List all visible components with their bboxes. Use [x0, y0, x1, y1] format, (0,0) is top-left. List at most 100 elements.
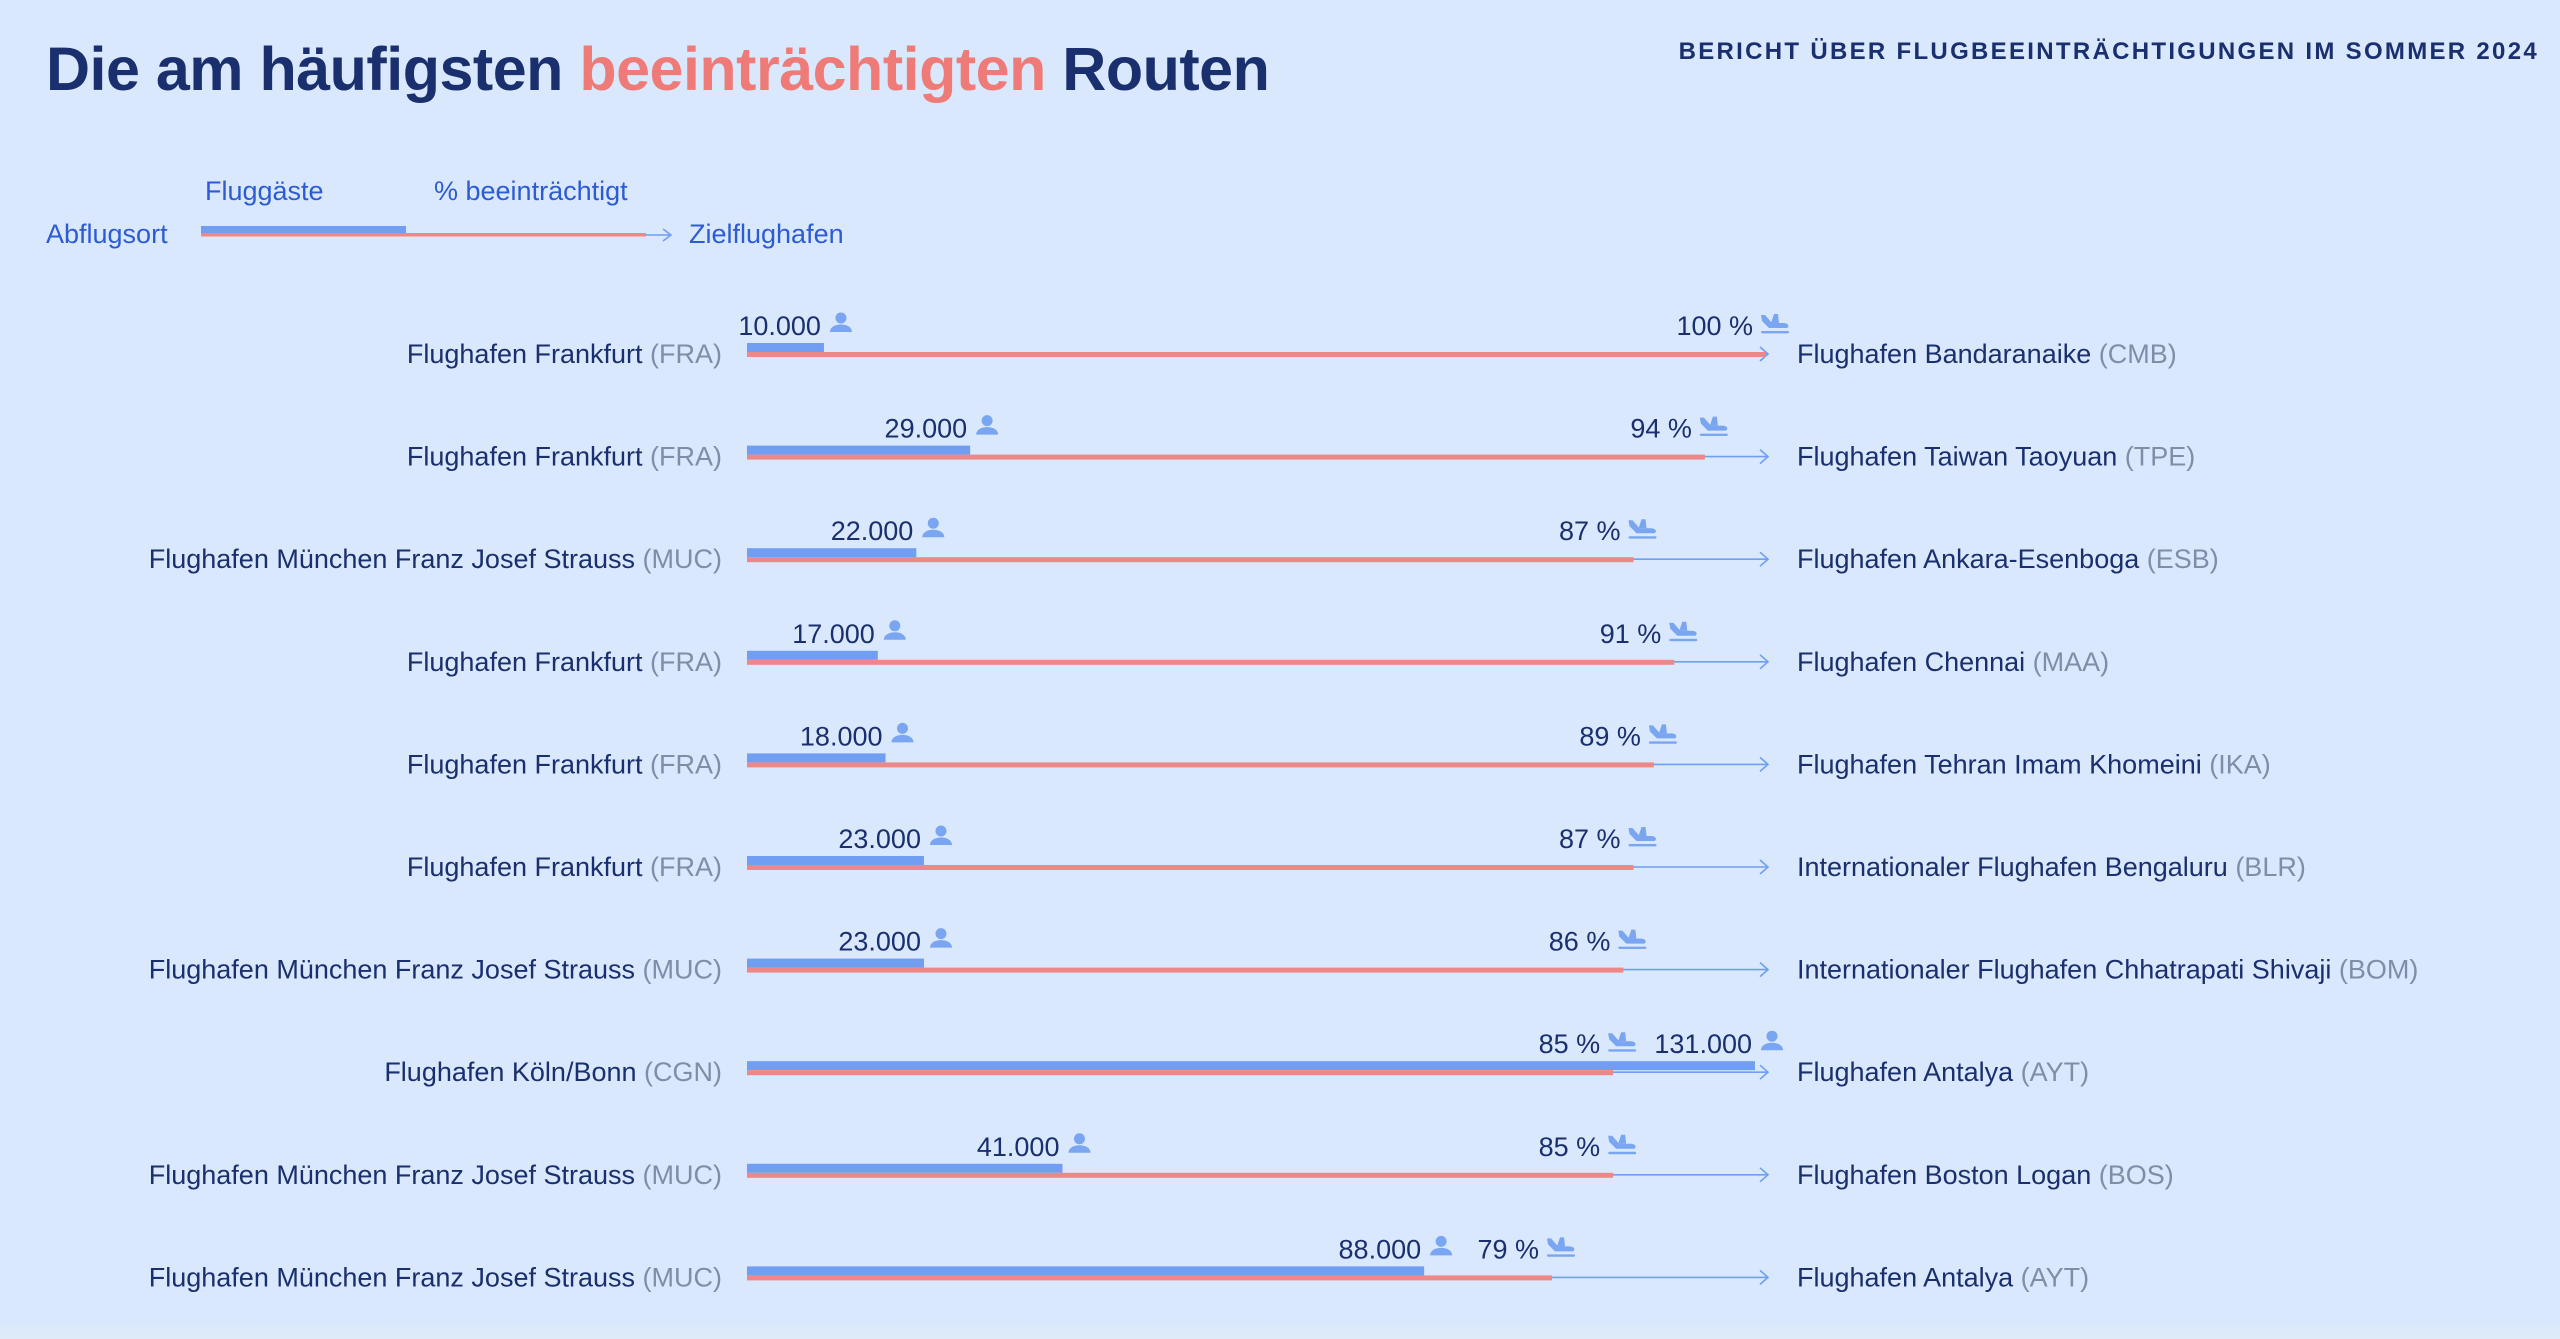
destination-name: Flughafen Antalya	[1797, 1057, 2021, 1087]
arrow-right-icon	[1759, 551, 1770, 567]
disrupted-bar	[747, 1275, 1553, 1281]
passengers-bar	[747, 958, 924, 968]
passengers-value-label: 88.000	[1339, 1234, 1422, 1264]
passengers-value-label: 23.000	[838, 927, 921, 957]
person-icon	[929, 825, 952, 845]
destination-name: Internationaler Flughafen Chhatrapati Sh…	[1797, 955, 2339, 985]
passengers-bar	[747, 343, 824, 352]
destination-label: Flughafen Boston Logan (BOS)	[1797, 1160, 2174, 1190]
passengers-value-label: 17.000	[792, 619, 875, 649]
person-icon	[891, 722, 914, 743]
person-icon	[1430, 1235, 1453, 1256]
destination-label: Flughafen Tehran Imam Khomeini (IKA)	[1797, 749, 2271, 779]
page-title: Die am häufigsten beeinträchtigten Route…	[46, 34, 1270, 104]
passengers-bar	[747, 1266, 1425, 1276]
origin-label: Flughafen München Franz Josef Strauss (M…	[149, 955, 722, 985]
passengers-bar	[747, 856, 924, 865]
origin-label: Flughafen München Franz Josef Strauss (M…	[149, 544, 722, 574]
disrupted-bar	[747, 1070, 1614, 1076]
passengers-value-label: 18.000	[800, 721, 883, 751]
report-label: BERICHT ÜBER FLUGBEEINTRÄCHTIGUNGEN IM S…	[1678, 38, 2539, 65]
disrupted-bar	[747, 865, 1634, 870]
person-icon	[883, 620, 906, 640]
title-part-1: Die am häufigsten	[46, 35, 580, 103]
route-row: Flughafen München Franz Josef Strauss (M…	[149, 516, 2219, 574]
origin-label: Flughafen Frankfurt (FRA)	[407, 339, 722, 369]
route-row: Flughafen Frankfurt (FRA) Flughafen Chenn…	[407, 619, 2109, 677]
disrupted-bar	[747, 454, 1705, 460]
title-part-2: Routen	[1045, 35, 1270, 103]
destination-name: Flughafen Boston Logan	[1797, 1160, 2099, 1190]
legend-origin-label: Abflugsort	[46, 219, 168, 249]
destination-name: Flughafen Ankara-Esenboga	[1797, 544, 2147, 574]
origin-name: Flughafen München Franz Josef Strauss	[149, 1160, 643, 1190]
airplane-landing-icon	[1628, 519, 1657, 539]
route-row: Flughafen Frankfurt (FRA) Internationaler…	[407, 824, 2306, 882]
airplane-landing-icon	[1608, 1134, 1637, 1155]
arrow-right-icon	[1759, 961, 1770, 978]
person-icon	[1761, 1030, 1783, 1051]
route-row: Flughafen Frankfurt (FRA) Flughafen Taiwa…	[407, 414, 2195, 472]
disrupted-bar	[747, 352, 1766, 357]
destination-label: Flughafen Antalya (AYT)	[1797, 1057, 2089, 1087]
origin-name: Flughafen Köln/Bonn	[384, 1057, 644, 1087]
person-icon	[976, 415, 999, 435]
legend-passengers-bar	[201, 226, 406, 233]
origin-name: Flughafen Frankfurt	[407, 749, 650, 779]
destination-code: (BLR)	[2235, 852, 2306, 882]
passengers-bar	[747, 445, 971, 455]
percent-value-label: 85 %	[1539, 1132, 1601, 1162]
percent-value-label: 100 %	[1676, 311, 1753, 341]
disrupted-bar	[747, 557, 1634, 563]
legend-passengers-label: Fluggäste	[205, 176, 324, 206]
arrow-right-icon	[1759, 448, 1770, 465]
arrow-right-icon	[1759, 1167, 1770, 1183]
airplane-landing-icon	[1648, 724, 1677, 744]
destination-name: Flughafen Antalya	[1797, 1262, 2021, 1292]
origin-code: (FRA)	[650, 749, 722, 779]
destination-name: Internationaler Flughafen Bengaluru	[1797, 852, 2235, 882]
bottom-fade	[0, 1321, 2560, 1339]
origin-label: Flughafen Köln/Bonn (CGN)	[384, 1057, 722, 1087]
arrow-right-icon	[1759, 654, 1770, 670]
legend-disrupted-bar	[201, 233, 646, 237]
destination-name: Flughafen Chennai	[1797, 647, 2033, 677]
origin-name: Flughafen Frankfurt	[407, 339, 650, 369]
route-row: Flughafen München Franz Josef Strauss (M…	[149, 1132, 2174, 1190]
legend-arrow-icon	[662, 228, 673, 242]
destination-label: Flughafen Antalya (AYT)	[1797, 1262, 2089, 1292]
destination-code: (ESB)	[2147, 544, 2219, 574]
percent-value-label: 91 %	[1600, 619, 1662, 649]
person-icon	[829, 312, 852, 332]
origin-code: (MUC)	[643, 955, 722, 985]
destination-code: (TPE)	[2125, 442, 2196, 472]
percent-value-label: 79 %	[1477, 1234, 1539, 1264]
passengers-value-label: 23.000	[838, 824, 921, 854]
destination-code: (AYT)	[2021, 1057, 2090, 1087]
airplane-landing-icon	[1628, 827, 1657, 847]
percent-value-label: 87 %	[1559, 516, 1621, 546]
arrow-right-icon	[1759, 1269, 1770, 1286]
route-row: Flughafen Frankfurt (FRA) Flughafen Banda…	[407, 311, 2177, 369]
passengers-bar	[747, 753, 886, 763]
disrupted-bar	[747, 659, 1675, 665]
passengers-bar	[747, 650, 878, 660]
disrupted-bar	[747, 1172, 1614, 1178]
origin-label: Flughafen München Franz Josef Strauss (M…	[149, 1262, 722, 1292]
arrow-right-icon	[1759, 1064, 1770, 1080]
destination-code: (CMB)	[2099, 339, 2177, 369]
origin-code: (MUC)	[643, 1160, 722, 1190]
destination-code: (BOM)	[2339, 955, 2418, 985]
passengers-bar	[747, 1163, 1063, 1173]
route-row: Flughafen München Franz Josef Strauss (M…	[149, 1234, 2089, 1292]
person-icon	[922, 517, 945, 538]
destination-code: (BOS)	[2099, 1160, 2174, 1190]
origin-label: Flughafen Frankfurt (FRA)	[407, 749, 722, 779]
arrow-right-icon	[1759, 756, 1770, 773]
passengers-value-label: 131.000	[1654, 1029, 1752, 1059]
origin-name: Flughafen München Franz Josef Strauss	[149, 1262, 643, 1292]
destination-name: Flughafen Bandaranaike	[1797, 339, 2099, 369]
origin-label: Flughafen Frankfurt (FRA)	[407, 852, 722, 882]
percent-value-label: 86 %	[1549, 927, 1611, 957]
origin-code: (CGN)	[644, 1057, 722, 1087]
